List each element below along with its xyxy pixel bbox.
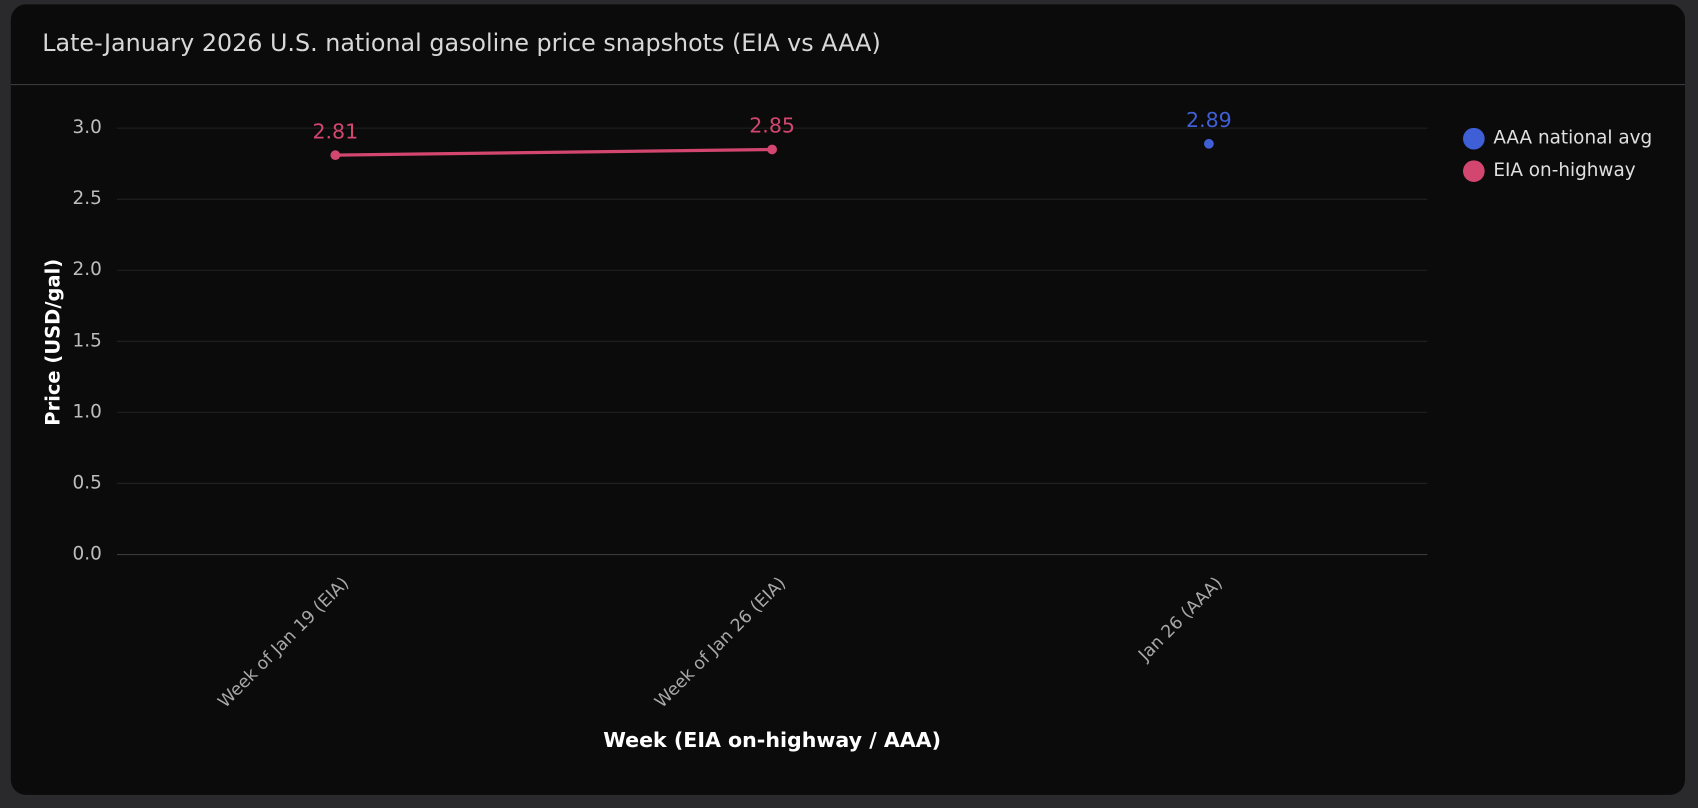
y-tick-label: 1.0 [73, 401, 102, 422]
y-tick-label: 2.5 [73, 188, 102, 209]
y-tick-label: 2.0 [73, 259, 102, 280]
data-label: 2.85 [749, 114, 795, 138]
card [10, 4, 1686, 795]
y-axis-label: Price (USD/gal) [42, 259, 65, 426]
y-tick-label: 0.0 [73, 544, 102, 565]
y-tick-label: 3.0 [73, 117, 102, 138]
chart-title: Late-January 2026 U.S. national gasoline… [42, 29, 881, 57]
data-point [1204, 138, 1214, 149]
legend-marker [1463, 160, 1485, 183]
y-tick-label: 0.5 [73, 472, 102, 493]
line [335, 147, 773, 157]
data-label: 2.89 [1186, 108, 1232, 132]
data-point [330, 150, 341, 161]
legend-label: AAA national avg [1493, 128, 1652, 149]
x-axis-label: Week (EIA on-highway / AAA) [603, 728, 941, 752]
data-label: 2.81 [312, 119, 358, 143]
data-point [767, 144, 777, 155]
legend-label: EIA on-highway [1493, 160, 1635, 181]
y-tick-label: 1.5 [73, 330, 102, 351]
legend-marker [1463, 127, 1485, 150]
